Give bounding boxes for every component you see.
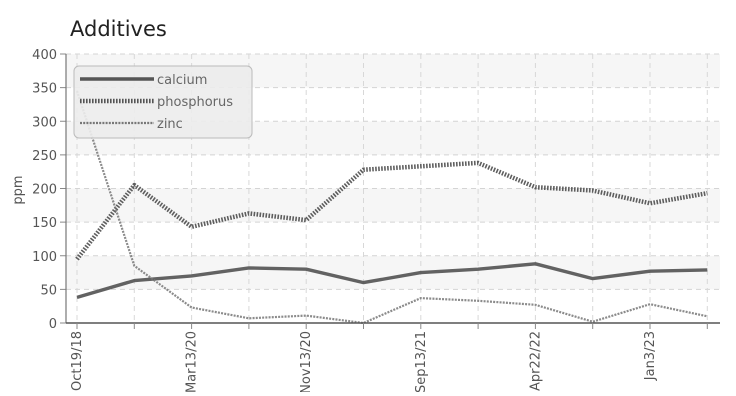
y-tick-label: 50 xyxy=(40,283,57,298)
y-tick-label: 200 xyxy=(32,183,57,198)
y-tick-label: 100 xyxy=(32,250,57,265)
x-tick-label: Sep13/21 xyxy=(414,331,429,392)
y-tick-label: 400 xyxy=(32,48,57,63)
y-tick-label: 350 xyxy=(32,82,57,97)
chart-title: Additives xyxy=(70,17,167,41)
y-tick-label: 250 xyxy=(32,149,57,164)
x-tick-label: Mar13/20 xyxy=(185,331,200,392)
plot-band xyxy=(66,222,720,256)
y-tick-label: 300 xyxy=(32,115,57,130)
x-tick-label: Nov13/20 xyxy=(299,331,314,392)
y-tick-label: 0 xyxy=(49,317,57,332)
x-tick-label: Jan3/23 xyxy=(643,331,658,381)
legend-label-calcium: calcium xyxy=(157,73,207,88)
plot-band xyxy=(66,289,720,323)
plot-band xyxy=(66,256,720,290)
y-tick-label: 150 xyxy=(32,216,57,231)
x-tick-label: Apr22/22 xyxy=(528,331,543,391)
legend-label-zinc: zinc xyxy=(157,117,183,132)
x-tick-label: Oct19/18 xyxy=(70,331,85,391)
plot-band xyxy=(66,155,720,189)
legend-label-phosphorus: phosphorus xyxy=(157,95,233,110)
y-axis-label: ppm xyxy=(11,175,26,204)
